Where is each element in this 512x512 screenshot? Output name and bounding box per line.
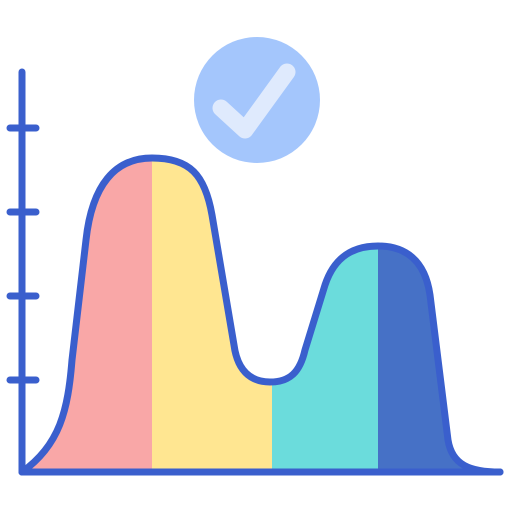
curve-outline [18,154,504,476]
segment-pink [22,158,152,472]
segment-cyan [272,158,378,472]
check-mark [212,63,296,139]
axes [6,68,504,476]
segment-yellow [152,158,272,472]
segment-blue [378,158,500,472]
